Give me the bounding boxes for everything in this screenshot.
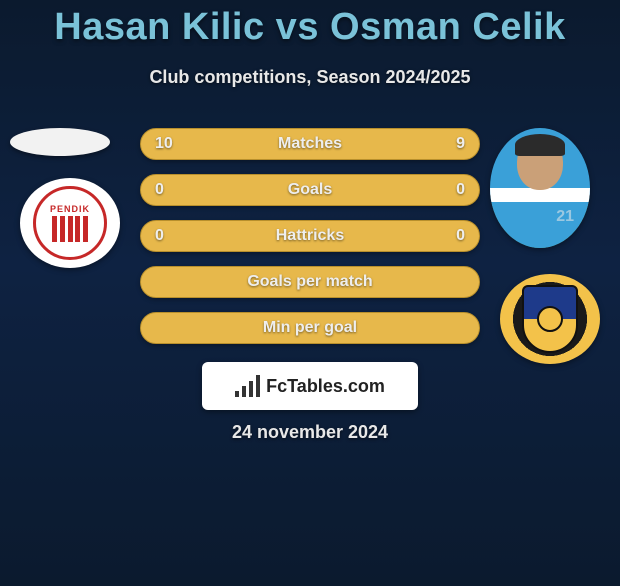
stat-right-value: 0 (456, 227, 465, 245)
club-right-badge (500, 274, 600, 364)
stat-row-goals: 0 Goals 0 (140, 174, 480, 206)
stat-label: Matches (278, 135, 342, 153)
player-right-number: 21 (556, 208, 574, 226)
stat-left-value: 0 (155, 227, 164, 245)
stat-label: Min per goal (263, 319, 357, 337)
stat-left-value: 10 (155, 135, 173, 153)
stat-left-value: 0 (155, 181, 164, 199)
stat-label: Goals per match (247, 273, 372, 291)
player-right-avatar: 21 (490, 128, 590, 248)
player-left-avatar (10, 128, 110, 156)
stats-column: 10 Matches 9 0 Goals 0 0 Hattricks 0 Goa… (140, 128, 480, 358)
stat-row-matches: 10 Matches 9 (140, 128, 480, 160)
comparison-title: Hasan Kilic vs Osman Celik (0, 6, 620, 49)
snapshot-date: 24 november 2024 (0, 422, 620, 443)
stat-row-gpm: Goals per match (140, 266, 480, 298)
club-left-name: PENDIK (50, 205, 90, 214)
stat-row-hattricks: 0 Hattricks 0 (140, 220, 480, 252)
club-left-badge: PENDIK (20, 178, 120, 268)
stat-label: Goals (288, 181, 332, 199)
comparison-subtitle: Club competitions, Season 2024/2025 (0, 67, 620, 88)
brand-badge: FcTables.com (202, 362, 418, 410)
stat-row-mpg: Min per goal (140, 312, 480, 344)
stat-right-value: 0 (456, 181, 465, 199)
club-right-shield-icon (522, 285, 578, 353)
brand-text: FcTables.com (266, 376, 385, 397)
stat-right-value: 9 (456, 135, 465, 153)
club-left-stripes-icon (52, 216, 88, 242)
brand-bars-icon (235, 375, 260, 397)
stat-label: Hattricks (276, 227, 344, 245)
